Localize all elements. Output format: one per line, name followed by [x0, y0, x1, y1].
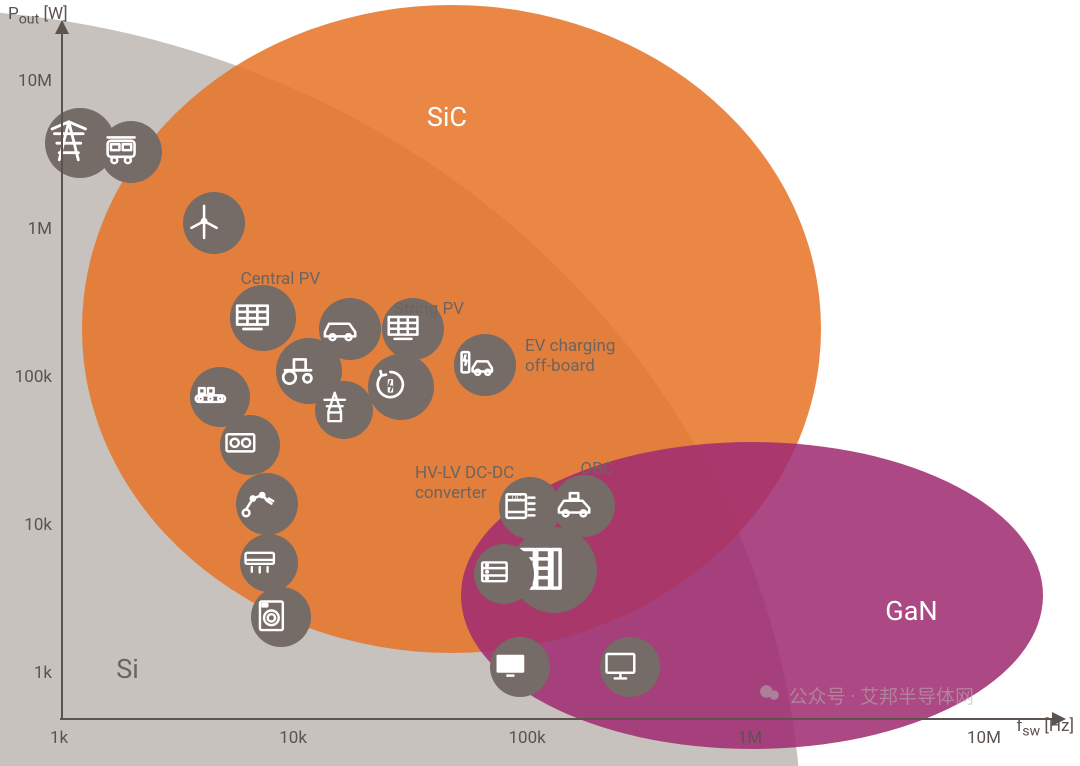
- obccar-icon: [553, 483, 615, 529]
- app-train: [100, 121, 162, 183]
- app-ev-charger: [454, 334, 516, 396]
- train-icon: [100, 129, 162, 175]
- grid-icon: [315, 388, 373, 431]
- robot-icon: [236, 480, 298, 526]
- x-axis-title: fsw [Hz]: [1016, 716, 1074, 739]
- conveyor-icon: [190, 375, 250, 420]
- x-tick-100k: 100k: [508, 728, 545, 748]
- y-axis: [61, 30, 63, 720]
- semiconductor-application-map: Si SiC GaN Central PV String PV EV charging o…: [0, 0, 1080, 766]
- y-axis-title: Pout [W]: [8, 4, 68, 27]
- app-monitor: [600, 637, 660, 697]
- x-tick-1k: 1k: [50, 728, 68, 748]
- watermark-text: 公众号 · 艾邦半导体网: [789, 682, 974, 709]
- x-tick-10k: 10k: [279, 728, 307, 748]
- wechat-watermark: 公众号 · 艾邦半导体网: [757, 680, 974, 711]
- y-tick-1M: 1M: [28, 219, 52, 239]
- app-label-dcdc-converter: HV-LV DC-DC converter: [415, 464, 514, 503]
- display-icon: [490, 645, 550, 690]
- solar-icon: [230, 294, 296, 343]
- ac-icon: [240, 541, 298, 584]
- app-washing-machine: [251, 587, 311, 647]
- app-hvac-unit: [220, 415, 280, 475]
- y-tick-10k: 10k: [24, 515, 52, 535]
- app-wind-turbine: [183, 192, 245, 254]
- monitor-icon: [600, 645, 660, 690]
- app-grid-ups: [315, 381, 373, 439]
- wechat-icon: [757, 680, 783, 711]
- washer-icon: [251, 595, 311, 640]
- region-label-gan: GaN: [885, 595, 937, 627]
- y-tick-100k: 100k: [15, 367, 52, 387]
- wind-icon: [183, 200, 245, 246]
- app-label-ev-charger: EV charging off-board: [525, 337, 615, 376]
- app-battery-cycle: [368, 354, 434, 420]
- hvac-icon: [220, 422, 280, 467]
- x-tick-1M: 1M: [738, 728, 762, 748]
- plot-area: Si SiC GaN Central PV String PV EV charging o…: [62, 36, 1048, 718]
- app-label-central-pv-panel: Central PV: [241, 270, 321, 290]
- app-robot-arm: [236, 473, 298, 535]
- app-telecom-psu: [474, 544, 534, 604]
- battery-icon: [368, 363, 434, 412]
- app-label-obc-car: OBC: [580, 460, 613, 480]
- app-label-string-pv-label: String PV: [394, 300, 464, 320]
- y-tick-1k: 1k: [34, 663, 52, 683]
- app-air-conditioner: [240, 534, 298, 592]
- psu-icon: [474, 551, 534, 596]
- region-label-si: Si: [116, 653, 139, 685]
- evcharge-icon: [454, 342, 516, 388]
- x-axis: [60, 718, 1054, 720]
- app-tv: [490, 637, 550, 697]
- app-central-pv-panel: [230, 285, 296, 351]
- x-tick-10M: 10M: [967, 728, 1001, 748]
- region-label-sic: SiC: [427, 101, 467, 133]
- y-tick-10M: 10M: [18, 71, 52, 91]
